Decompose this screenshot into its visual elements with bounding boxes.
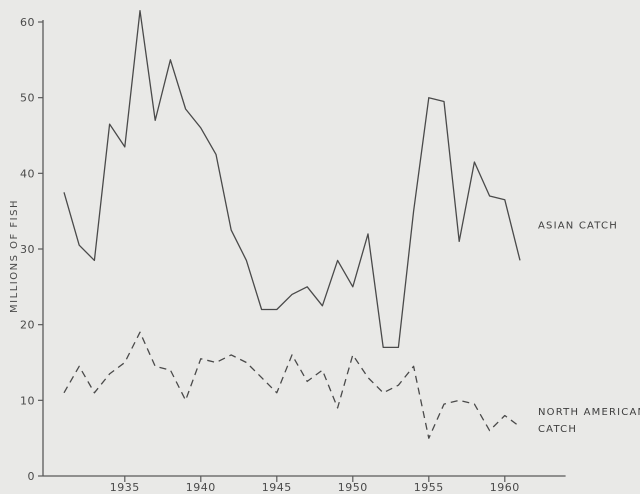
data-point bbox=[275, 308, 278, 311]
data-point bbox=[63, 191, 66, 194]
data-point bbox=[321, 304, 324, 307]
y-axis-title: MILLIONS OF FISH bbox=[9, 199, 20, 313]
data-point bbox=[93, 391, 96, 394]
data-point bbox=[108, 123, 111, 126]
data-point bbox=[291, 353, 294, 356]
data-point bbox=[321, 369, 324, 372]
x-tick-label: 1955 bbox=[414, 481, 444, 494]
data-point bbox=[139, 9, 142, 12]
series-north-american-catch: NORTH AMERICAN CATCH bbox=[63, 331, 640, 440]
data-point bbox=[215, 361, 218, 364]
x-tick-label: 1945 bbox=[262, 481, 292, 494]
data-point bbox=[427, 96, 430, 99]
data-point bbox=[169, 58, 172, 61]
data-point bbox=[503, 198, 506, 201]
data-point bbox=[260, 308, 263, 311]
data-point bbox=[108, 372, 111, 375]
data-point bbox=[154, 365, 157, 368]
series-label: ASIAN CATCH bbox=[538, 220, 618, 231]
data-point bbox=[123, 361, 126, 364]
data-point bbox=[488, 195, 491, 198]
data-point bbox=[199, 357, 202, 360]
data-point bbox=[397, 384, 400, 387]
data-point bbox=[397, 346, 400, 349]
x-tick-label: 1935 bbox=[110, 481, 140, 494]
data-point bbox=[473, 161, 476, 164]
y-tick-label: 40 bbox=[20, 167, 35, 180]
data-point bbox=[351, 285, 354, 288]
data-point bbox=[443, 100, 446, 103]
data-point bbox=[230, 353, 233, 356]
data-point bbox=[488, 429, 491, 432]
data-point bbox=[215, 153, 218, 156]
series-line-north-american-catch bbox=[63, 331, 521, 439]
data-point bbox=[458, 240, 461, 243]
data-point bbox=[184, 108, 187, 111]
series-label: NORTH AMERICAN bbox=[538, 407, 640, 418]
data-point bbox=[443, 403, 446, 406]
data-point bbox=[519, 425, 522, 428]
data-point bbox=[260, 376, 263, 379]
data-point bbox=[93, 259, 96, 262]
data-point bbox=[306, 285, 309, 288]
data-point bbox=[199, 126, 202, 129]
data-point bbox=[367, 376, 370, 379]
data-point bbox=[427, 437, 430, 440]
data-point bbox=[336, 406, 339, 409]
series-layer: ASIAN CATCH NORTH AMERICAN CATCH bbox=[63, 9, 640, 440]
y-ticks: 0 10 20 30 40 50 60 bbox=[20, 16, 43, 483]
data-point bbox=[382, 346, 385, 349]
data-point bbox=[154, 119, 157, 122]
data-point bbox=[503, 414, 506, 417]
data-point bbox=[245, 259, 248, 262]
x-tick-label: 1950 bbox=[338, 481, 368, 494]
data-point bbox=[336, 259, 339, 262]
data-point bbox=[139, 331, 142, 334]
data-point bbox=[306, 380, 309, 383]
data-point bbox=[458, 399, 461, 402]
series-asian-catch: ASIAN CATCH bbox=[63, 9, 618, 349]
data-point bbox=[78, 365, 81, 368]
y-tick-label: 10 bbox=[20, 394, 35, 407]
data-point bbox=[184, 399, 187, 402]
x-tick-label: 1960 bbox=[490, 481, 520, 494]
data-point bbox=[351, 353, 354, 356]
x-ticks: 1935 1940 1945 1950 1955 1960 bbox=[110, 476, 520, 494]
data-point bbox=[291, 293, 294, 296]
data-point bbox=[78, 244, 81, 247]
data-point bbox=[275, 391, 278, 394]
y-tick-label: 0 bbox=[28, 470, 36, 483]
data-point bbox=[169, 369, 172, 372]
data-point bbox=[473, 403, 476, 406]
series-label: CATCH bbox=[538, 424, 577, 435]
y-axis: 0 10 20 30 40 50 60 bbox=[20, 16, 44, 483]
data-point bbox=[519, 259, 522, 262]
y-tick-label: 20 bbox=[20, 319, 35, 332]
data-point bbox=[367, 232, 370, 235]
series-line-asian-catch bbox=[63, 10, 521, 349]
x-axis: 1935 1940 1945 1950 1955 1960 bbox=[43, 475, 566, 494]
y-tick-label: 30 bbox=[20, 243, 35, 256]
x-tick-label: 1940 bbox=[186, 481, 216, 494]
data-point bbox=[412, 210, 415, 213]
data-point bbox=[63, 391, 66, 394]
data-point bbox=[382, 391, 385, 394]
data-point bbox=[230, 229, 233, 232]
y-tick-label: 60 bbox=[20, 16, 35, 29]
data-point bbox=[123, 145, 126, 148]
data-point bbox=[412, 365, 415, 368]
y-tick-label: 50 bbox=[20, 92, 35, 105]
data-point bbox=[245, 361, 248, 364]
